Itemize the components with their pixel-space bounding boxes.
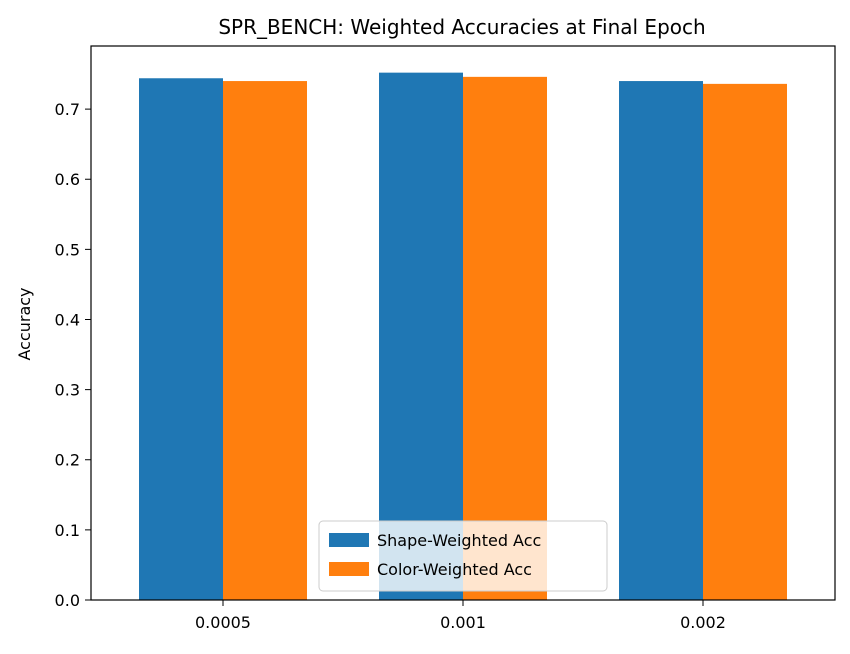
y-tick-label: 0.1	[55, 521, 80, 540]
y-tick-label: 0.6	[55, 170, 80, 189]
legend: Shape-Weighted Acc Color-Weighted Acc	[318, 520, 608, 592]
y-tick-label: 0.0	[55, 591, 80, 610]
legend-box	[318, 520, 608, 592]
chart-title: SPR_BENCH: Weighted Accuracies at Final …	[218, 15, 705, 39]
x-tick-label: 0.001	[440, 613, 486, 632]
x-axis: 0.0005 0.001 0.002	[195, 600, 726, 632]
legend-label-1: Color-Weighted Acc	[377, 560, 532, 579]
bar-0-0	[139, 78, 223, 600]
x-tick-label: 0.0005	[195, 613, 251, 632]
y-tick-label: 0.5	[55, 240, 80, 259]
plot-frame	[90, 45, 836, 601]
y-tick-label: 0.4	[55, 310, 80, 329]
bar-1-0	[223, 81, 307, 600]
y-tick-label: 0.7	[55, 100, 80, 119]
y-tick-label: 0.3	[55, 381, 80, 400]
x-tick-label: 0.002	[680, 613, 726, 632]
bars-layer	[139, 72, 787, 601]
legend-swatch-1	[329, 562, 369, 576]
y-tick-label: 0.2	[55, 451, 80, 470]
bar-0-1	[379, 72, 463, 601]
legend-label-0: Shape-Weighted Acc	[377, 531, 541, 550]
bar-1-1	[463, 76, 547, 600]
legend-swatch-0	[329, 533, 369, 547]
bar-1-2	[703, 83, 787, 601]
y-axis: 0.0 0.1 0.2 0.3 0.4 0.5 0.6 0.7	[55, 100, 91, 610]
bar-0-2	[619, 81, 703, 600]
y-axis-label: Accuracy	[15, 287, 34, 360]
